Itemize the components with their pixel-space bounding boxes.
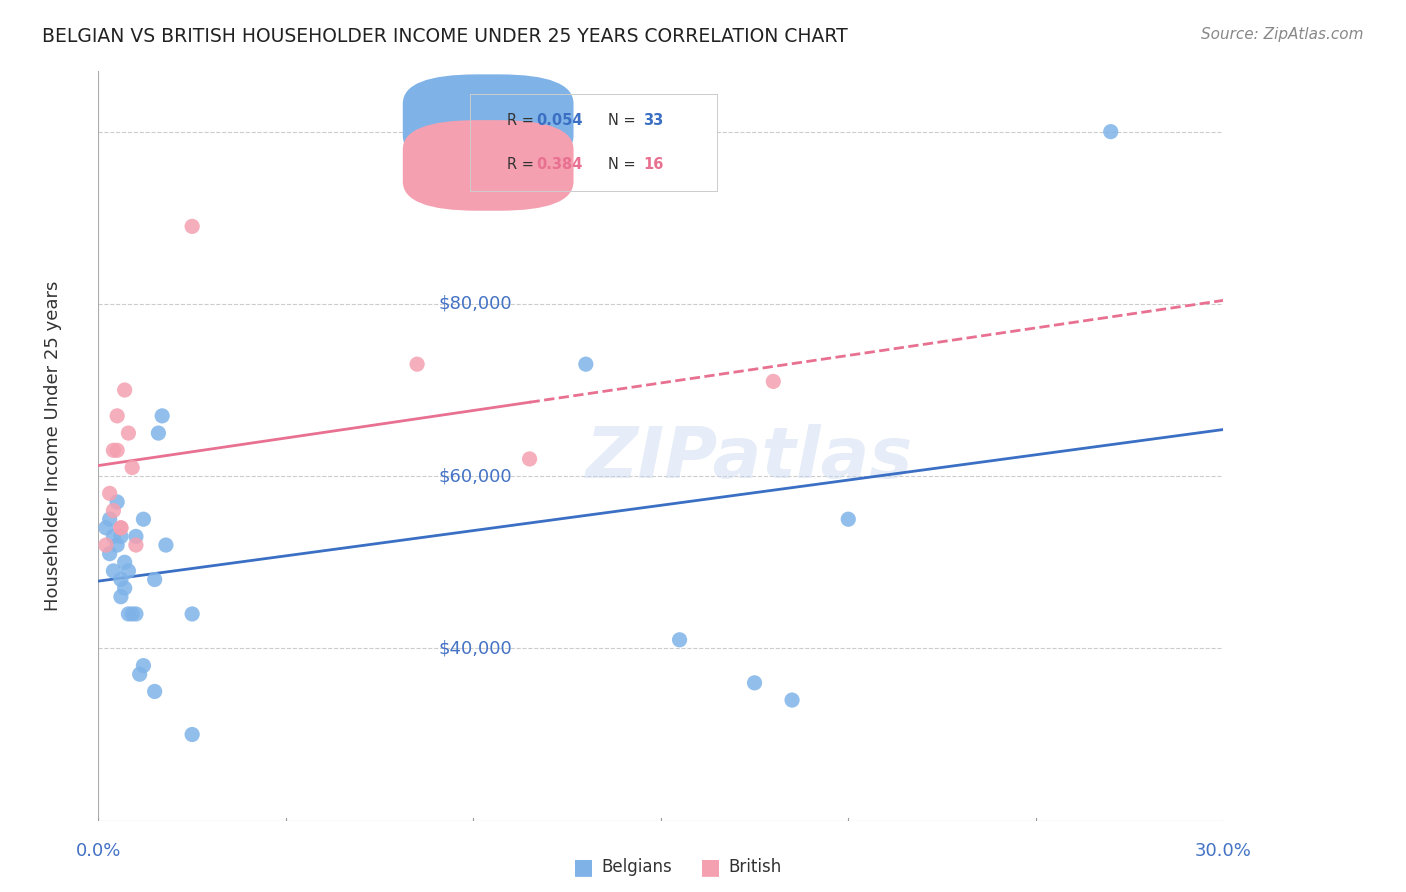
Point bbox=[114, 383, 136, 397]
Point bbox=[181, 727, 204, 741]
Point bbox=[105, 538, 128, 552]
Point bbox=[105, 495, 128, 509]
Point bbox=[132, 512, 155, 526]
Point bbox=[94, 538, 117, 552]
Text: British: British bbox=[728, 858, 782, 876]
Point bbox=[103, 564, 125, 578]
Point bbox=[98, 547, 121, 561]
Text: $100,000: $100,000 bbox=[439, 122, 523, 141]
Point bbox=[98, 486, 121, 500]
Point bbox=[132, 658, 155, 673]
Point bbox=[98, 512, 121, 526]
Point bbox=[103, 443, 125, 458]
Point bbox=[150, 409, 173, 423]
Point bbox=[1099, 125, 1122, 139]
Point bbox=[94, 521, 117, 535]
Point bbox=[181, 607, 204, 621]
Point bbox=[406, 357, 429, 371]
Text: ■: ■ bbox=[574, 857, 593, 877]
Text: Belgians: Belgians bbox=[602, 858, 672, 876]
Text: BELGIAN VS BRITISH HOUSEHOLDER INCOME UNDER 25 YEARS CORRELATION CHART: BELGIAN VS BRITISH HOUSEHOLDER INCOME UN… bbox=[42, 27, 848, 45]
Point bbox=[110, 590, 132, 604]
Point bbox=[762, 375, 785, 389]
Point bbox=[110, 529, 132, 543]
Point bbox=[125, 607, 148, 621]
Point bbox=[744, 676, 766, 690]
Point bbox=[117, 426, 139, 441]
Point bbox=[143, 684, 166, 698]
Point bbox=[128, 667, 150, 681]
Point bbox=[105, 409, 128, 423]
Point bbox=[110, 521, 132, 535]
Point bbox=[103, 503, 125, 517]
Point bbox=[837, 512, 859, 526]
Point bbox=[155, 538, 177, 552]
Text: 0.0%: 0.0% bbox=[76, 842, 121, 860]
Point bbox=[181, 219, 204, 234]
Point bbox=[110, 573, 132, 587]
Point bbox=[121, 607, 143, 621]
Text: $60,000: $60,000 bbox=[439, 467, 512, 485]
Point bbox=[780, 693, 803, 707]
Text: $80,000: $80,000 bbox=[439, 295, 512, 313]
Point bbox=[114, 581, 136, 595]
Point bbox=[114, 555, 136, 569]
Point bbox=[117, 564, 139, 578]
Text: Source: ZipAtlas.com: Source: ZipAtlas.com bbox=[1201, 27, 1364, 42]
Point bbox=[125, 529, 148, 543]
Text: 30.0%: 30.0% bbox=[1195, 842, 1251, 860]
Point bbox=[105, 443, 128, 458]
Point bbox=[668, 632, 690, 647]
Point bbox=[148, 426, 170, 441]
Text: $40,000: $40,000 bbox=[439, 640, 512, 657]
Point bbox=[103, 529, 125, 543]
Point bbox=[143, 573, 166, 587]
Point bbox=[519, 451, 541, 466]
Point bbox=[121, 460, 143, 475]
Point bbox=[117, 607, 139, 621]
Point bbox=[125, 538, 148, 552]
Point bbox=[575, 357, 598, 371]
Point bbox=[110, 521, 132, 535]
Text: Householder Income Under 25 years: Householder Income Under 25 years bbox=[45, 281, 62, 611]
Text: ZIPatlas: ZIPatlas bbox=[586, 425, 914, 493]
Text: ■: ■ bbox=[700, 857, 720, 877]
